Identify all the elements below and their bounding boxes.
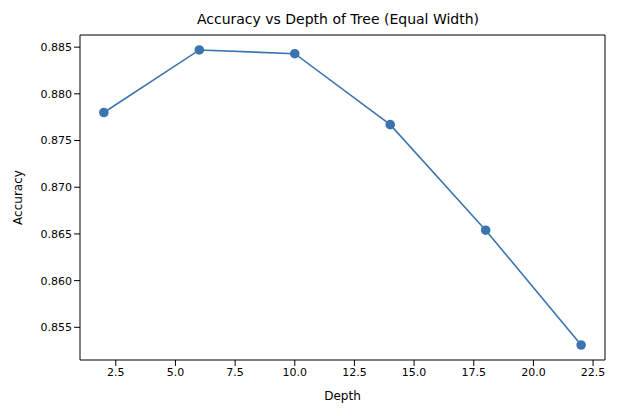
svg-text:5.0: 5.0: [167, 366, 185, 379]
svg-text:Depth: Depth: [324, 389, 361, 403]
svg-text:0.880: 0.880: [41, 88, 73, 101]
svg-text:12.5: 12.5: [342, 366, 367, 379]
svg-text:Accuracy: Accuracy: [11, 170, 25, 225]
svg-text:0.860: 0.860: [41, 275, 73, 288]
svg-text:20.0: 20.0: [521, 366, 546, 379]
svg-text:0.875: 0.875: [41, 134, 73, 147]
svg-text:15.0: 15.0: [402, 366, 427, 379]
svg-text:0.870: 0.870: [41, 181, 73, 194]
svg-text:17.5: 17.5: [462, 366, 487, 379]
svg-text:0.865: 0.865: [41, 228, 73, 241]
svg-text:10.0: 10.0: [283, 366, 308, 379]
svg-text:2.5: 2.5: [107, 366, 125, 379]
svg-text:0.855: 0.855: [41, 321, 73, 334]
html-text:Accuracy vs Depth of Tree (Equ: Accuracy vs Depth of Tree (Equal Width): [196, 11, 480, 27]
svg-text:7.5: 7.5: [226, 366, 244, 379]
svg-text:22.5: 22.5: [581, 366, 606, 379]
svg-text:0.885: 0.885: [41, 41, 73, 54]
